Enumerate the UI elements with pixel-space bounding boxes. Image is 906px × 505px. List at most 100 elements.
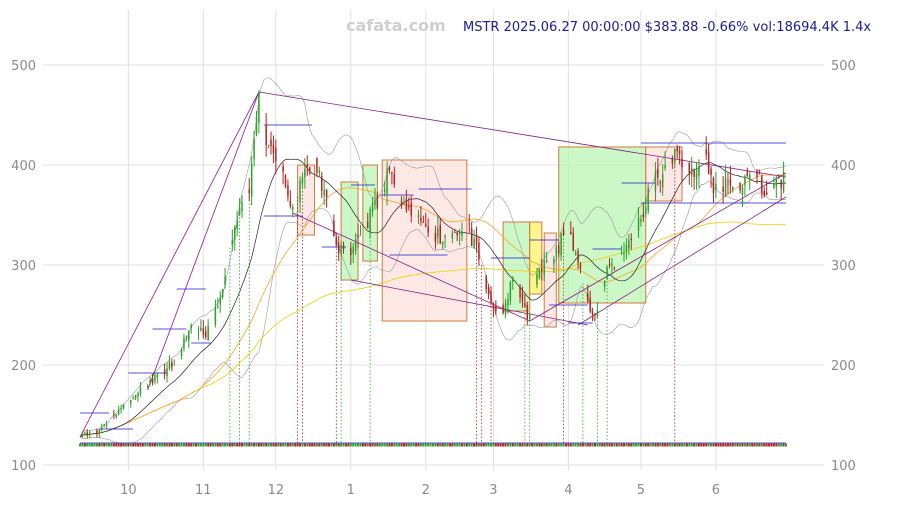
volume-tick [538,443,541,447]
volume-tick [110,443,113,447]
volume-tick [688,443,691,447]
candle-body [207,326,209,341]
volume-tick [470,443,473,447]
candle-body [765,192,768,195]
candle-body [270,139,272,147]
volume-tick [153,443,156,447]
volume-strip [79,443,787,447]
volume-tick [506,443,509,447]
volume-tick [705,443,708,447]
volume-tick [279,443,282,447]
candle-body [451,233,454,239]
candle-body [620,253,623,254]
candle-body [574,253,577,256]
candle-body [707,151,710,174]
volume-tick [166,443,169,447]
volume-tick [519,443,522,447]
candle-body [204,331,207,337]
volume-tick [639,443,642,447]
volume-tick [422,443,425,447]
volume-tick [618,443,621,447]
volume-tick [381,443,384,447]
pattern-box-green [502,221,531,312]
volume-tick [132,443,135,447]
candle-body [473,238,475,249]
volume-tick [105,443,108,447]
volume-tick [120,443,123,447]
volume-tick [714,443,717,447]
y-tick-label-left: 300 [11,259,36,274]
candle-body [139,387,142,394]
candle-body [386,168,388,195]
y-tick-label-left: 100 [11,459,36,474]
volume-tick [156,443,159,447]
volume-tick [497,443,500,447]
volume-tick [352,443,355,447]
candle-body [444,235,446,238]
volume-tick [115,443,118,447]
candle-body [214,307,217,325]
volume-tick [726,443,729,447]
volume-tick [642,443,645,447]
volume-tick [221,443,224,447]
candle-body [492,303,495,309]
candle-body [454,232,456,234]
candle-body [248,189,250,193]
volume-tick [516,443,519,447]
volume-tick [330,443,333,447]
volume-tick [272,443,275,447]
candle-body [236,219,238,229]
volume-tick [780,443,783,447]
volume-tick [432,443,434,447]
candle-body [710,168,712,176]
y-tick-label-right: 100 [831,459,856,474]
volume-tick [369,443,372,447]
volume-tick [707,443,710,447]
candle-body [741,187,744,195]
pattern-box-green [340,181,359,281]
candle-body [461,231,463,236]
candle-body [304,168,306,178]
candle-body [744,176,746,185]
candle-body [156,375,159,378]
candle-body [761,176,763,194]
candle-body [608,264,611,266]
volume-tick [257,443,260,447]
candle-body [628,240,630,249]
candle-body [115,414,118,418]
volume-tick [202,443,205,447]
volume-tick [751,443,754,447]
volume-tick [199,443,202,447]
volume-tick [625,443,628,447]
candle-body [678,150,681,153]
candle-body [323,189,325,196]
x-tick-label: 12 [268,483,285,498]
volume-tick [690,443,693,447]
volume-tick [219,443,222,447]
candle-body [434,232,437,242]
candle-body [316,158,318,173]
candle-body [698,166,700,177]
volume-tick [509,443,512,447]
volume-tick [702,443,705,447]
candle-body [292,207,294,210]
y-tick-label-left: 200 [11,359,36,374]
candle-body [408,205,410,208]
candle-body [318,170,321,173]
volume-tick [659,443,662,447]
volume-tick [468,443,471,447]
volume-tick [533,443,536,447]
volume-tick [294,443,297,447]
volume-tick [439,443,442,447]
volume-tick [502,443,505,447]
candle-body [299,180,301,203]
volume-tick [149,443,152,447]
volume-tick [717,443,720,447]
candle-body [642,214,645,218]
volume-tick [412,443,415,447]
volume-tick [782,443,785,447]
candle-body [504,303,507,315]
volume-tick [712,443,715,447]
volume-tick [335,443,338,447]
